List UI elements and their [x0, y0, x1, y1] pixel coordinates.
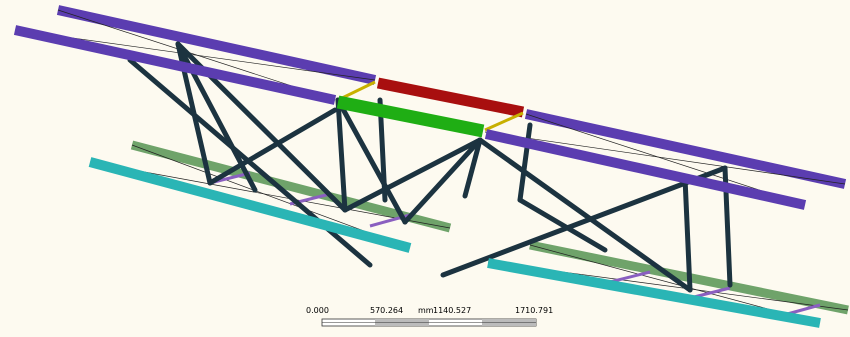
scale-label: 570.264	[370, 306, 403, 315]
page: 0.000 570.264 mm 1140.527 1710.791 (() =…	[0, 0, 850, 337]
scale-label: 1710.791	[515, 306, 553, 315]
scale-label: 1140.527	[433, 306, 471, 315]
scale-label: 0.000	[306, 306, 329, 315]
scale-unit: mm	[418, 306, 434, 315]
model-view: 0.000 570.264 mm 1140.527 1710.791	[0, 0, 850, 337]
